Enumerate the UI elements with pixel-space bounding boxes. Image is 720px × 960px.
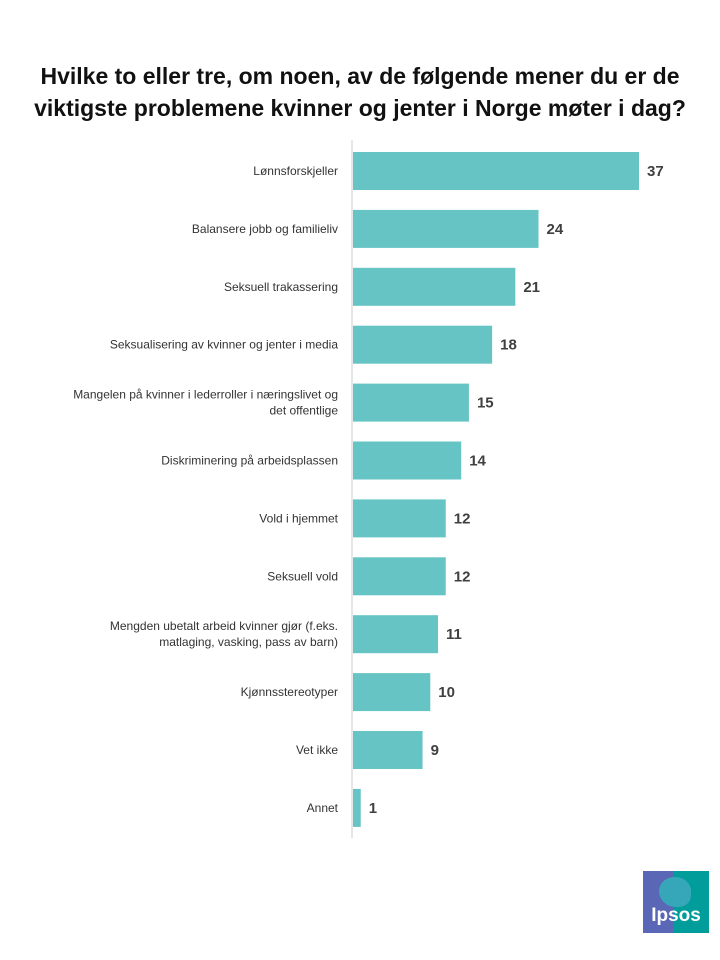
category-label: Kjønnsstereotyper <box>241 685 338 699</box>
category-label: Seksuell trakassering <box>224 280 338 294</box>
data-label: 37 <box>647 163 664 180</box>
category-label: Diskriminering på arbeidsplassen <box>161 454 338 468</box>
bar <box>353 267 516 306</box>
data-label: 12 <box>454 568 471 585</box>
bar <box>353 788 361 827</box>
data-label: 1 <box>369 800 377 817</box>
bar <box>353 209 539 248</box>
bar <box>353 615 439 654</box>
bar <box>353 557 446 596</box>
ipsos-logo: Ipsos <box>643 871 709 933</box>
bar <box>353 673 431 712</box>
bar <box>353 152 639 190</box>
bar <box>353 499 446 538</box>
data-label: 21 <box>523 279 540 296</box>
chart-title: Hvilke to eller tre, om noen, av de følg… <box>34 63 686 121</box>
category-label: Annet <box>307 801 339 815</box>
data-label: 11 <box>446 626 462 643</box>
bar <box>353 731 423 769</box>
category-label: Vet ikke <box>296 743 338 757</box>
data-label: 10 <box>438 684 455 701</box>
category-label: Balansere jobb og familieliv <box>192 222 338 236</box>
category-label: Seksualisering av kvinner og jenter i me… <box>110 338 338 352</box>
data-label: 12 <box>454 510 471 527</box>
data-label: 9 <box>431 742 439 759</box>
logo-head-shape <box>659 877 691 907</box>
data-label: 15 <box>477 395 494 412</box>
category-label: Mengden ubetalt arbeid kvinner gjør (f.e… <box>110 619 338 633</box>
category-label: Mangelen på kvinner i lederroller i næri… <box>73 388 338 402</box>
category-label: Seksuell vold <box>267 569 338 583</box>
bar <box>353 383 469 422</box>
bar <box>353 325 493 364</box>
category-label: Vold i hjemmet <box>259 511 338 525</box>
category-label: Lønnsforskjeller <box>253 164 338 178</box>
bar <box>353 441 462 480</box>
logo-text: Ipsos <box>651 905 701 926</box>
category-label: det offentlige <box>269 404 338 418</box>
category-label: matlaging, vasking, pass av barn) <box>159 635 338 649</box>
data-label: 18 <box>500 337 517 354</box>
data-label: 14 <box>469 453 486 470</box>
data-label: 24 <box>547 221 564 238</box>
